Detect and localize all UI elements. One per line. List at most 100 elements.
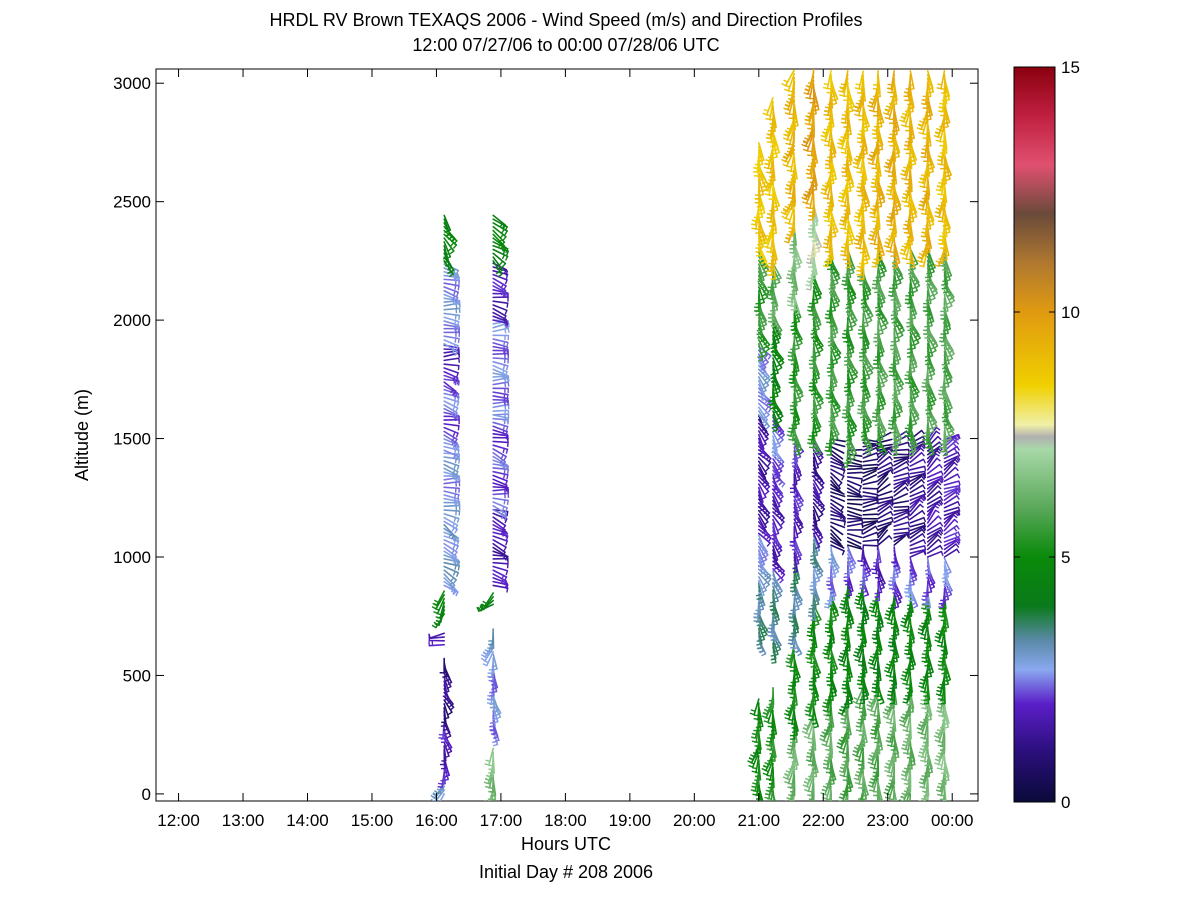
- wind-barb: [443, 282, 460, 291]
- plot-area: [155, 68, 979, 802]
- wind-barb: [772, 431, 781, 449]
- wind-barb: [443, 509, 461, 516]
- wind-barb: [443, 467, 459, 480]
- x-tick-label: 22:00: [802, 811, 845, 830]
- wind-barb: [443, 214, 452, 233]
- wind-barb: [443, 289, 459, 302]
- wind-barb: [428, 640, 445, 647]
- wind-barb: [492, 357, 510, 364]
- wind-barb: [492, 229, 506, 246]
- wind-barb: [443, 404, 458, 418]
- wind-barb: [492, 584, 509, 593]
- wind-barb: [757, 402, 770, 419]
- wind-barb: [792, 552, 798, 570]
- wind-barb: [492, 478, 508, 490]
- wind-barb: [492, 300, 509, 308]
- wind-barb: [432, 590, 445, 607]
- wind-barb: [443, 374, 460, 385]
- wind-barb: [762, 97, 774, 116]
- wind-barb: [846, 471, 863, 474]
- wind-barb: [492, 409, 510, 416]
- wind-barb: [492, 266, 509, 276]
- wind-barb: [862, 463, 879, 467]
- wind-barb: [443, 342, 459, 356]
- wind-barb: [443, 565, 460, 578]
- wind-barb: [443, 703, 450, 720]
- wind-barb: [754, 758, 761, 777]
- wind-barb: [443, 520, 458, 534]
- wind-barb: [492, 214, 507, 230]
- wind-barb: [443, 569, 458, 584]
- wind-barb: [772, 549, 778, 566]
- wind-barb: [443, 400, 459, 413]
- wind-barb: [757, 483, 767, 500]
- wind-barb: [492, 429, 509, 440]
- wind-barb: [443, 381, 457, 396]
- x-tick-label: 19:00: [609, 811, 652, 830]
- wind-barb: [753, 702, 760, 720]
- wind-barb: [492, 327, 510, 334]
- wind-barb: [443, 494, 460, 504]
- wind-barb: [443, 307, 461, 314]
- wind-barb: [442, 680, 448, 698]
- wind-barb: [846, 467, 863, 471]
- x-tick-label: 17:00: [480, 811, 523, 830]
- wind-barb: [492, 482, 509, 492]
- chart-subtitle: 12:00 07/27/06 to 00:00 07/28/06 UTC: [412, 35, 719, 55]
- wind-barb: [443, 241, 452, 260]
- colorbar: 0 5 10 15: [1013, 58, 1080, 812]
- wind-barb: [443, 430, 458, 444]
- wind-barb: [441, 706, 447, 724]
- colorbar-tick-label: 0: [1061, 793, 1070, 812]
- wind-barb: [443, 497, 461, 506]
- x-tick-label: 20:00: [673, 811, 716, 830]
- wind-barb: [757, 376, 767, 394]
- wind-barb: [439, 657, 445, 674]
- wind-barb: [492, 573, 508, 586]
- wind-barb: [492, 364, 508, 377]
- wind-barb: [492, 569, 508, 582]
- wind-barb: [492, 535, 508, 546]
- wind-barb: [492, 387, 509, 393]
- x-tick-label: 21:00: [738, 811, 781, 830]
- y-tick-label: 2500: [113, 193, 151, 212]
- wind-barb: [443, 335, 460, 344]
- wind-barb: [757, 437, 765, 455]
- wind-barb: [492, 527, 509, 538]
- y-tick-label: 1500: [113, 430, 151, 449]
- y-tick-label: 500: [123, 666, 151, 685]
- wind-barb: [492, 334, 510, 341]
- wind-barb: [441, 745, 447, 762]
- wind-barb: [443, 539, 459, 551]
- wind-barb: [492, 505, 508, 518]
- wind-barb: [492, 225, 507, 241]
- wind-barb: [757, 534, 766, 552]
- wind-barb: [757, 456, 770, 472]
- wind-barb: [772, 585, 779, 604]
- wind-barbs: [428, 69, 961, 801]
- wind-barb: [443, 573, 456, 589]
- wind-barb: [492, 539, 507, 552]
- chart-title: HRDL RV Brown TEXAQS 2006 - Wind Speed (…: [270, 10, 863, 30]
- wind-barb: [755, 289, 762, 309]
- y-axis-label: Altitude (m): [72, 389, 92, 481]
- wind-barb: [757, 490, 764, 508]
- wind-barb: [443, 460, 460, 471]
- x-tick-label: 18:00: [544, 811, 587, 830]
- wind-barb: [443, 396, 460, 407]
- wind-barb: [492, 277, 507, 291]
- wind-barb: [492, 252, 507, 268]
- wind-barb: [443, 426, 459, 438]
- wind-barb: [492, 342, 509, 352]
- wind-barb: [757, 572, 770, 589]
- x-tick-label: 13:00: [222, 811, 265, 830]
- x-tick-label: 23:00: [866, 811, 909, 830]
- wind-barb: [792, 793, 796, 801]
- x-tick-label: 15:00: [351, 811, 394, 830]
- wind-barb: [443, 561, 461, 571]
- wind-barb: [771, 473, 778, 491]
- wind-barb: [443, 463, 459, 477]
- wind-barb: [492, 497, 509, 505]
- wind-barb: [772, 568, 784, 584]
- wind-barb: [492, 565, 509, 576]
